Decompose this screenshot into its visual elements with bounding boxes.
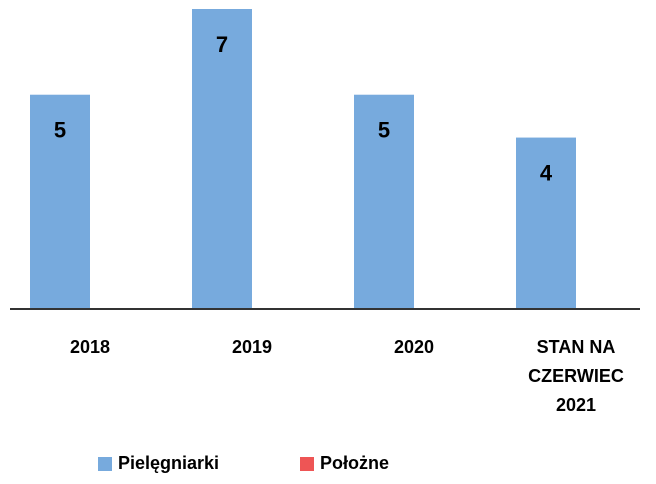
legend-item: Położne <box>300 453 389 474</box>
x-tick-label: STAN NA CZERWIEC 2021 <box>528 337 624 415</box>
value-label: 5 <box>54 118 66 143</box>
x-tick-label: 2019 <box>231 337 273 357</box>
legend-swatch <box>300 456 314 471</box>
value-label: 5 <box>378 118 390 143</box>
bar <box>192 9 252 309</box>
bar <box>30 94 90 309</box>
bar <box>516 137 576 309</box>
bar <box>354 94 414 309</box>
legend-swatch <box>98 456 112 471</box>
legend-label: Pielęgniarki <box>118 453 220 473</box>
legend-item: Pielęgniarki <box>98 453 219 474</box>
x-tick-label: 2018 <box>69 337 111 357</box>
value-label: 4 <box>540 160 553 185</box>
x-tick-label: 2020 <box>393 337 435 357</box>
legend-label: Położne <box>320 453 390 473</box>
value-label: 7 <box>216 32 228 57</box>
